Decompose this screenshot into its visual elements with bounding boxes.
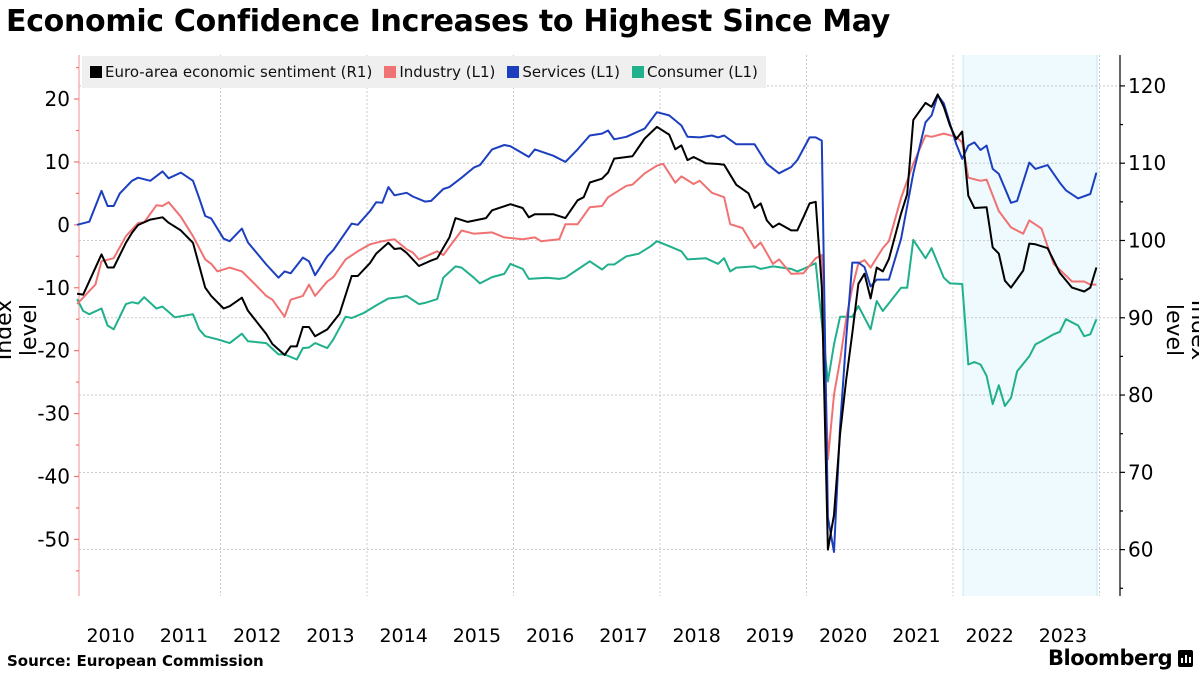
series-line-services — [76, 94, 1098, 553]
x-tick-label: 2013 — [306, 625, 354, 647]
shaded-region — [963, 55, 1097, 596]
brand-name: Bloomberg — [1048, 646, 1173, 670]
y-right-tick-label: 120 — [1128, 74, 1166, 98]
legend-label-consumer: Consumer (L1) — [647, 63, 758, 81]
x-tick-label: 2018 — [672, 625, 720, 647]
x-tick-label: 2016 — [526, 625, 574, 647]
y-left-tick-label: -30 — [37, 402, 70, 426]
y-right-tick-label: 60 — [1128, 538, 1153, 562]
legend-swatch-services — [507, 66, 520, 78]
x-tick-label: 2012 — [233, 625, 281, 647]
x-tick-label: 2011 — [160, 625, 208, 647]
y-left-tick-label: 20 — [45, 87, 70, 111]
legend-swatch-consumer — [632, 66, 645, 78]
x-tick-label: 2015 — [453, 625, 501, 647]
y-left-tick-label: 0 — [57, 213, 70, 237]
x-tick-label: 2020 — [819, 625, 867, 647]
legend-label-services: Services (L1) — [522, 63, 621, 81]
legend-swatch-industry — [384, 66, 397, 78]
series-line-consumer — [76, 238, 1098, 407]
series-line-industry — [76, 132, 1097, 461]
bloomberg-chart-icon — [1178, 649, 1194, 667]
x-tick-label: 2021 — [892, 625, 940, 647]
x-tick-label: 2014 — [379, 625, 427, 647]
y-right-tick-label: 110 — [1128, 151, 1166, 175]
x-tick-label: 2023 — [1039, 625, 1087, 647]
series-line-sentiment — [76, 93, 1098, 551]
x-tick-label: 2010 — [86, 625, 134, 647]
x-tick-label: 2022 — [965, 625, 1013, 647]
legend-item-sentiment: Euro-area economic sentiment (R1) — [90, 63, 372, 81]
y-left-tick-label: 10 — [45, 150, 70, 174]
legend-label-industry: Industry (L1) — [399, 63, 496, 81]
legend-label-sentiment: Euro-area economic sentiment (R1) — [105, 63, 373, 81]
legend: Euro-area economic sentiment (R1) Indust… — [82, 56, 766, 88]
x-tick-label: 2019 — [746, 625, 794, 647]
y-left-tick-label: -50 — [37, 527, 70, 551]
y-right-tick-label: 100 — [1128, 228, 1166, 252]
bloomberg-logo: Bloomberg — [1048, 646, 1194, 670]
legend-item-services: Services (L1) — [507, 63, 620, 81]
y-axis-left-label: Index level — [0, 299, 42, 361]
y-right-tick-label: 90 — [1128, 306, 1153, 330]
legend-item-industry: Industry (L1) — [384, 63, 495, 81]
y-left-tick-label: -20 — [37, 339, 70, 363]
chart-title: Economic Confidence Increases to Highest… — [6, 4, 891, 39]
y-left-tick-label: -40 — [37, 464, 70, 488]
y-left-tick-label: -10 — [37, 276, 70, 300]
legend-swatch-sentiment — [90, 66, 102, 78]
legend-item-consumer: Consumer (L1) — [632, 63, 758, 81]
y-axis-right-label: Index level — [1161, 299, 1199, 361]
y-right-tick-label: 70 — [1128, 460, 1153, 484]
source-note: Source: European Commission — [7, 652, 264, 670]
x-tick-label: 2017 — [599, 625, 647, 647]
y-right-tick-label: 80 — [1128, 383, 1153, 407]
